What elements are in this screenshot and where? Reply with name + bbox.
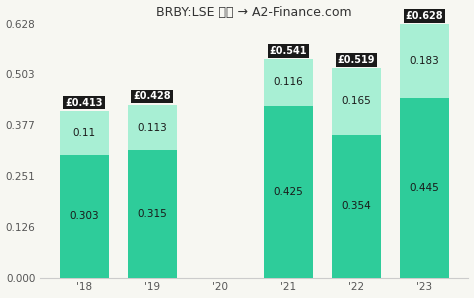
Text: £0.413: £0.413 [65,97,103,108]
Text: 0.165: 0.165 [342,96,371,106]
Text: 0.425: 0.425 [273,187,303,197]
Text: 0.445: 0.445 [410,183,439,193]
Text: £0.428: £0.428 [133,91,171,101]
Text: 0.354: 0.354 [342,201,371,211]
Bar [60,155,109,277]
Text: 0.183: 0.183 [410,56,439,66]
Bar [264,106,313,277]
Text: 0.315: 0.315 [137,209,167,219]
Bar [400,24,449,98]
Bar [400,98,449,277]
Text: 0.113: 0.113 [137,122,167,133]
Text: £0.541: £0.541 [270,46,307,56]
Bar [60,111,109,155]
Text: 0.303: 0.303 [69,211,99,221]
Text: £0.628: £0.628 [406,11,443,21]
Bar [332,68,381,135]
Text: £0.519: £0.519 [337,55,375,65]
Title: BRBY:LSE 🇬🇧 → A2-Finance.com: BRBY:LSE 🇬🇧 → A2-Finance.com [156,6,352,18]
Bar [128,105,177,150]
Text: 0.116: 0.116 [273,77,303,88]
Bar [332,135,381,277]
Text: 0.11: 0.11 [73,128,96,138]
Bar [264,59,313,106]
Bar [128,150,177,277]
